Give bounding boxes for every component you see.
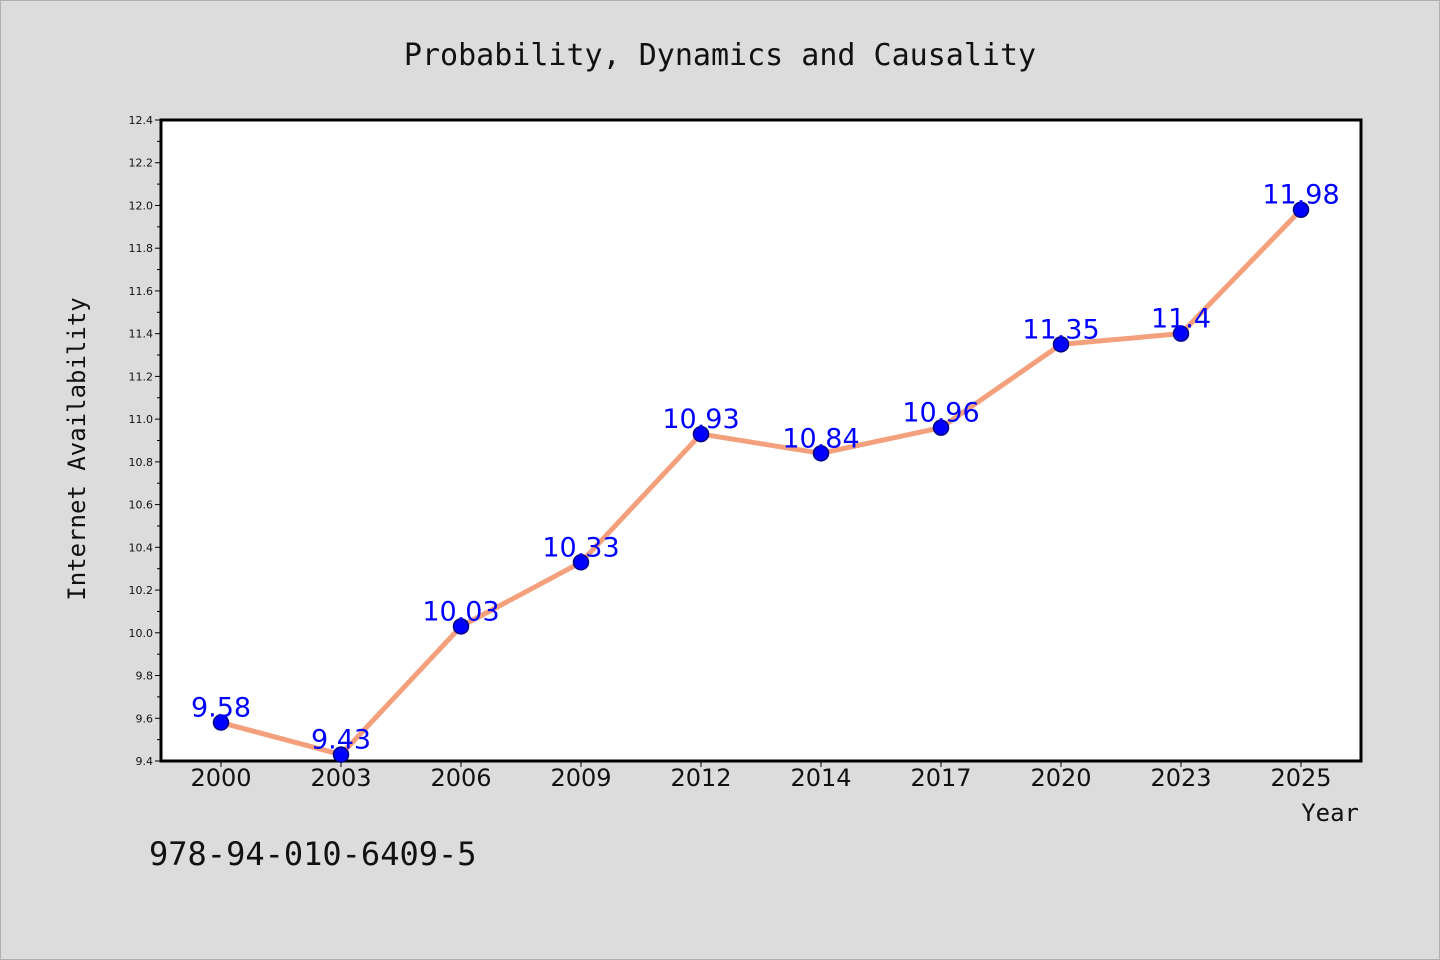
y-tick-label: 9.6 [136,712,154,725]
data-point-2003 [332,746,350,763]
y-axis-title: Internet Availability [63,297,91,600]
y-tick-label: 12.2 [129,157,154,170]
data-point-2009 [572,554,590,571]
y-tick-label: 11.2 [129,370,154,383]
marker-layer [212,201,1310,763]
y-tick-label: 11.4 [129,328,154,341]
y-tick-label: 10.2 [129,584,154,597]
x-tick-label: 2009 [550,764,611,792]
data-point-2014 [812,445,830,462]
footnote-isbn: 978-94-010-6409-5 [149,835,477,873]
y-tick-label: 10.0 [129,627,154,640]
y-tick-label: 11.6 [129,285,154,298]
x-tick-label: 2023 [1150,764,1211,792]
y-tick-label: 12.4 [129,114,154,127]
y-tick-label: 11.0 [129,413,154,426]
y-tick-label: 9.4 [136,755,154,768]
y-tick-label: 9.8 [136,670,154,683]
data-label-2009: 10.33 [542,532,619,563]
data-point-2020 [1052,336,1070,353]
x-tick-label: 2014 [790,764,851,792]
x-tick-label: 2003 [310,764,371,792]
data-point-2025 [1292,201,1310,218]
x-tick-label: 2006 [430,764,491,792]
data-point-2012 [692,425,710,443]
x-tick-label: 2012 [670,764,731,792]
x-tick-label: 2020 [1030,764,1091,792]
y-tick-label: 10.6 [129,499,154,512]
x-tick-label: 2000 [190,764,251,792]
data-label-2014: 10.84 [782,423,859,454]
x-tick-label: 2017 [910,764,971,792]
y-tick-label: 11.8 [129,242,154,255]
data-point-2023 [1172,325,1190,342]
x-axis-ticks: 2000 2003 2006 2009 2012 2014 2017 2020 2023 2025 [190,761,1332,792]
series-layer [218,207,1304,758]
x-tick-label: 2025 [1270,764,1331,792]
data-label-2006: 10.03 [422,596,499,627]
data-label-2017: 10.96 [902,398,979,429]
data-label-2000: 9.58 [191,693,251,724]
data-label-2023: 11.4 [1151,304,1211,335]
y-axis-ticks: 9.4 9.6 9.8 10.0 10.2 10.4 10.6 10.8 11.0 11.2 11.… [129,114,161,768]
series-line [218,207,1304,758]
y-tick-label: 12.0 [129,199,154,212]
data-label-layer: 9.58 9.43 10.03 10.33 10.93 10.84 10.96 11.35 11… [191,180,1340,756]
data-label-2020: 11.35 [1022,314,1099,345]
data-label-2012: 10.93 [662,404,739,435]
chart-title: Probability, Dynamics and Causality [404,38,1036,73]
x-axis-title: Year [1301,799,1359,827]
data-point-2017 [932,419,950,436]
y-tick-label: 10.4 [129,541,154,554]
data-point-2000 [212,714,230,731]
data-label-2025: 11.98 [1262,180,1339,211]
data-label-2003: 9.43 [311,725,371,756]
y-tick-label: 10.8 [129,456,154,469]
data-point-2006 [452,618,470,635]
plot-area [159,118,1363,763]
